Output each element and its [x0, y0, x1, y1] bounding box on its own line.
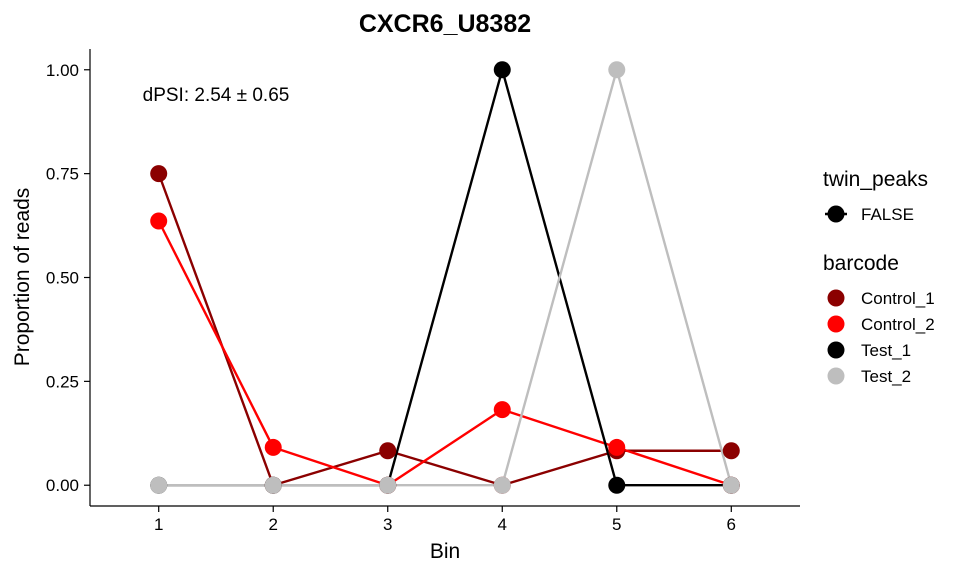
legend-key [827, 289, 845, 307]
data-point-test-2 [150, 476, 168, 494]
data-point-test-2 [722, 476, 740, 494]
x-axis: 1 2 3 4 5 6 [90, 505, 800, 534]
legend-key [827, 315, 845, 333]
data-point-test-1 [608, 476, 626, 494]
data-point-test-2 [608, 61, 626, 79]
data-point-control-1 [379, 442, 397, 460]
legend-label: Test_1 [861, 341, 911, 360]
x-tick-label: 2 [268, 515, 277, 534]
y-axis-title: Proportion of reads [11, 188, 34, 367]
x-tick-label: 6 [727, 515, 736, 534]
legend-key-point [827, 289, 845, 307]
data-point-test-1 [493, 61, 511, 79]
data-point-control-1 [722, 442, 740, 460]
data-point-control-2 [150, 212, 168, 230]
legend-label: FALSE [861, 205, 914, 224]
legend-key [827, 367, 845, 385]
series-line-control-2 [157, 220, 732, 487]
legend-label: Control_2 [861, 315, 935, 334]
x-tick-label: 3 [383, 515, 392, 534]
x-tick-label: 5 [612, 515, 621, 534]
x-axis-title: Bin [430, 540, 460, 563]
legend-key [825, 205, 847, 223]
y-tick-label: 1.00 [46, 61, 79, 80]
legend-label: Control_1 [861, 289, 935, 308]
data-point-control-1 [150, 165, 168, 183]
y-tick-label: 0.50 [46, 269, 79, 288]
data-point-test-2 [379, 476, 397, 494]
data-point-control-2 [493, 401, 511, 419]
series-line-control-1 [157, 173, 732, 487]
plot-area [150, 61, 740, 494]
y-tick-label: 0.75 [46, 165, 79, 184]
y-tick-label: 0.00 [46, 476, 79, 495]
y-axis: 0.00 0.25 0.50 0.75 1.00 [46, 49, 91, 506]
legend-key-point [827, 315, 845, 333]
y-tick-label: 0.25 [46, 372, 79, 391]
legend-key [827, 341, 845, 359]
series-line-test-1 [158, 68, 732, 487]
x-tick-label: 4 [498, 515, 507, 534]
legend-key-point [827, 367, 845, 385]
legend-title: barcode [823, 252, 899, 275]
chart-title: CXCR6_U8382 [359, 10, 531, 38]
legend-title: twin_peaks [823, 168, 928, 191]
data-point-test-2 [264, 476, 282, 494]
legend-key-point [827, 205, 845, 223]
legend: twin_peaks FALSE barcode Control_1 Control_2… [823, 168, 935, 386]
data-point-control-2 [608, 438, 626, 456]
series-line-test-2 [158, 68, 733, 487]
legend-key-point [827, 341, 845, 359]
data-point-control-2 [264, 438, 282, 456]
legend-label: Test_2 [861, 367, 911, 386]
x-tick-label: 1 [154, 515, 163, 534]
dpsi-annotation: dPSI: 2.54 ± 0.65 [143, 85, 290, 106]
data-point-test-2 [493, 476, 511, 494]
